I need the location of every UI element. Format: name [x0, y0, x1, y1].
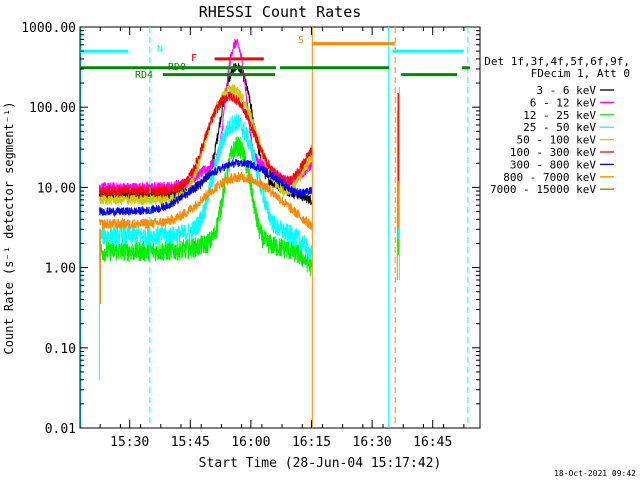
flag-label-rd4: RD4: [135, 70, 153, 81]
series-line-2: [98, 136, 313, 277]
legend-label: 7000 - 15000 keV: [490, 183, 596, 196]
x-tick-label: 15:45: [171, 435, 210, 450]
series-line-5: [98, 91, 313, 198]
series-line-7: [98, 171, 313, 231]
x-tick-label: 16:15: [292, 435, 331, 450]
chart-axes: 0.01 0.10 1.00 10.00 100.00 1000.00 15:30 15:45…: [21, 21, 480, 450]
legend-label: 3 - 6 keV: [536, 84, 596, 97]
y-tick-label: 1.00: [45, 262, 76, 277]
legend-label: 300 - 800 keV: [510, 158, 596, 171]
legend-label: 100 - 300 keV: [510, 146, 596, 159]
series-line-1: [98, 38, 313, 195]
flag-label-n: N: [157, 44, 163, 55]
series-line-6: [98, 158, 313, 217]
y-axis-label: Count Rate (s⁻¹ detector segment⁻¹): [2, 102, 16, 355]
x-tick-label: 16:45: [413, 435, 452, 450]
y-tick-label: 0.01: [45, 422, 76, 437]
legend-label: 25 - 50 keV: [523, 121, 596, 134]
flag-label-rd0: RD0: [168, 62, 186, 73]
y-tick-label: 0.10: [45, 342, 76, 357]
chart-marks: N F RD0 RD4 S: [80, 27, 470, 428]
legend-label: 50 - 100 keV: [517, 134, 597, 147]
flag-label-s: S: [298, 35, 304, 46]
x-tick-label: 15:30: [110, 435, 149, 450]
x-axis-label: Start Time (28-Jun-04 15:17:42): [199, 456, 442, 471]
chart-title: RHESSI Count Rates: [199, 3, 362, 21]
legend-label: 6 - 12 keV: [530, 96, 597, 109]
x-tick-label: 16:30: [353, 435, 392, 450]
plot-frame: [79, 26, 481, 429]
flag-label-f: F: [191, 53, 197, 64]
y-tick-label: 1000.00: [21, 21, 76, 36]
x-tick-label: 16:00: [231, 435, 270, 450]
series-line-3: [98, 113, 313, 261]
legend: Det 1f,3f,4f,5f,6f,9f,FDecim 1, Att 0 3 -…: [484, 55, 630, 196]
timestamp: 18-Oct-2021 09:42: [554, 469, 636, 478]
y-tick-label: 100.00: [29, 101, 76, 116]
legend-label: 12 - 25 keV: [523, 109, 596, 122]
legend-header-line: FDecim 1, Att 0: [531, 67, 630, 80]
y-tick-label: 10.00: [37, 181, 76, 196]
legend-label: 800 - 7000 keV: [503, 171, 596, 184]
legend-header-line: Det 1f,3f,4f,5f,6f,9f,: [484, 55, 630, 68]
